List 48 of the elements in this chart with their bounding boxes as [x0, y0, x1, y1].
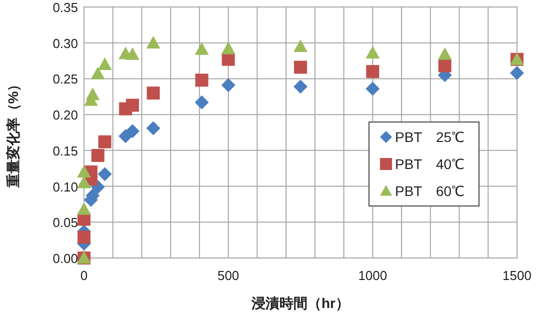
point [77, 176, 91, 188]
x-tick-label: 0 [80, 268, 88, 283]
point [222, 52, 235, 66]
point [221, 42, 236, 54]
legend-label: PBT 60℃ [395, 183, 465, 199]
point [126, 98, 139, 112]
x-tick-label: 500 [217, 268, 240, 283]
point [294, 39, 308, 52]
y-tick-label: 0.25 [52, 72, 78, 87]
point [78, 230, 90, 244]
point [98, 135, 112, 148]
point [86, 87, 100, 100]
point [98, 57, 112, 70]
point [221, 78, 236, 92]
point [194, 42, 209, 55]
y-tick-label: 0.20 [52, 108, 78, 123]
x-tick-label: 1500 [502, 268, 532, 283]
point [77, 164, 91, 178]
legend-label: PBT 40℃ [395, 156, 465, 172]
point [146, 36, 160, 48]
y-tick-label: 0.35 [52, 0, 78, 15]
point [366, 65, 380, 78]
x-tick-label: 1000 [358, 268, 388, 283]
point [146, 121, 160, 136]
y-tick-label: 0.00 [52, 251, 78, 266]
point [294, 80, 308, 94]
y-tick-label: 0.15 [52, 143, 78, 158]
point [90, 66, 105, 80]
point [294, 60, 307, 74]
point [438, 47, 452, 60]
point [195, 74, 208, 87]
x-axis-title: 浸漬時間（hr） [250, 295, 350, 311]
point [125, 124, 140, 138]
point [146, 86, 160, 100]
y-tick-label: 0.10 [52, 179, 78, 194]
point [366, 82, 380, 96]
y-tick-label: 0.05 [52, 215, 78, 230]
y-axis-title: 重量変化率（%） [5, 77, 21, 189]
point [125, 47, 140, 60]
legend-label: PBT 25℃ [395, 129, 465, 145]
y-tick-label: 0.30 [52, 36, 78, 51]
point [510, 66, 524, 80]
point [366, 46, 380, 58]
point [194, 95, 209, 110]
point [77, 202, 91, 215]
point [438, 59, 452, 72]
point [91, 148, 104, 162]
point [98, 167, 112, 182]
